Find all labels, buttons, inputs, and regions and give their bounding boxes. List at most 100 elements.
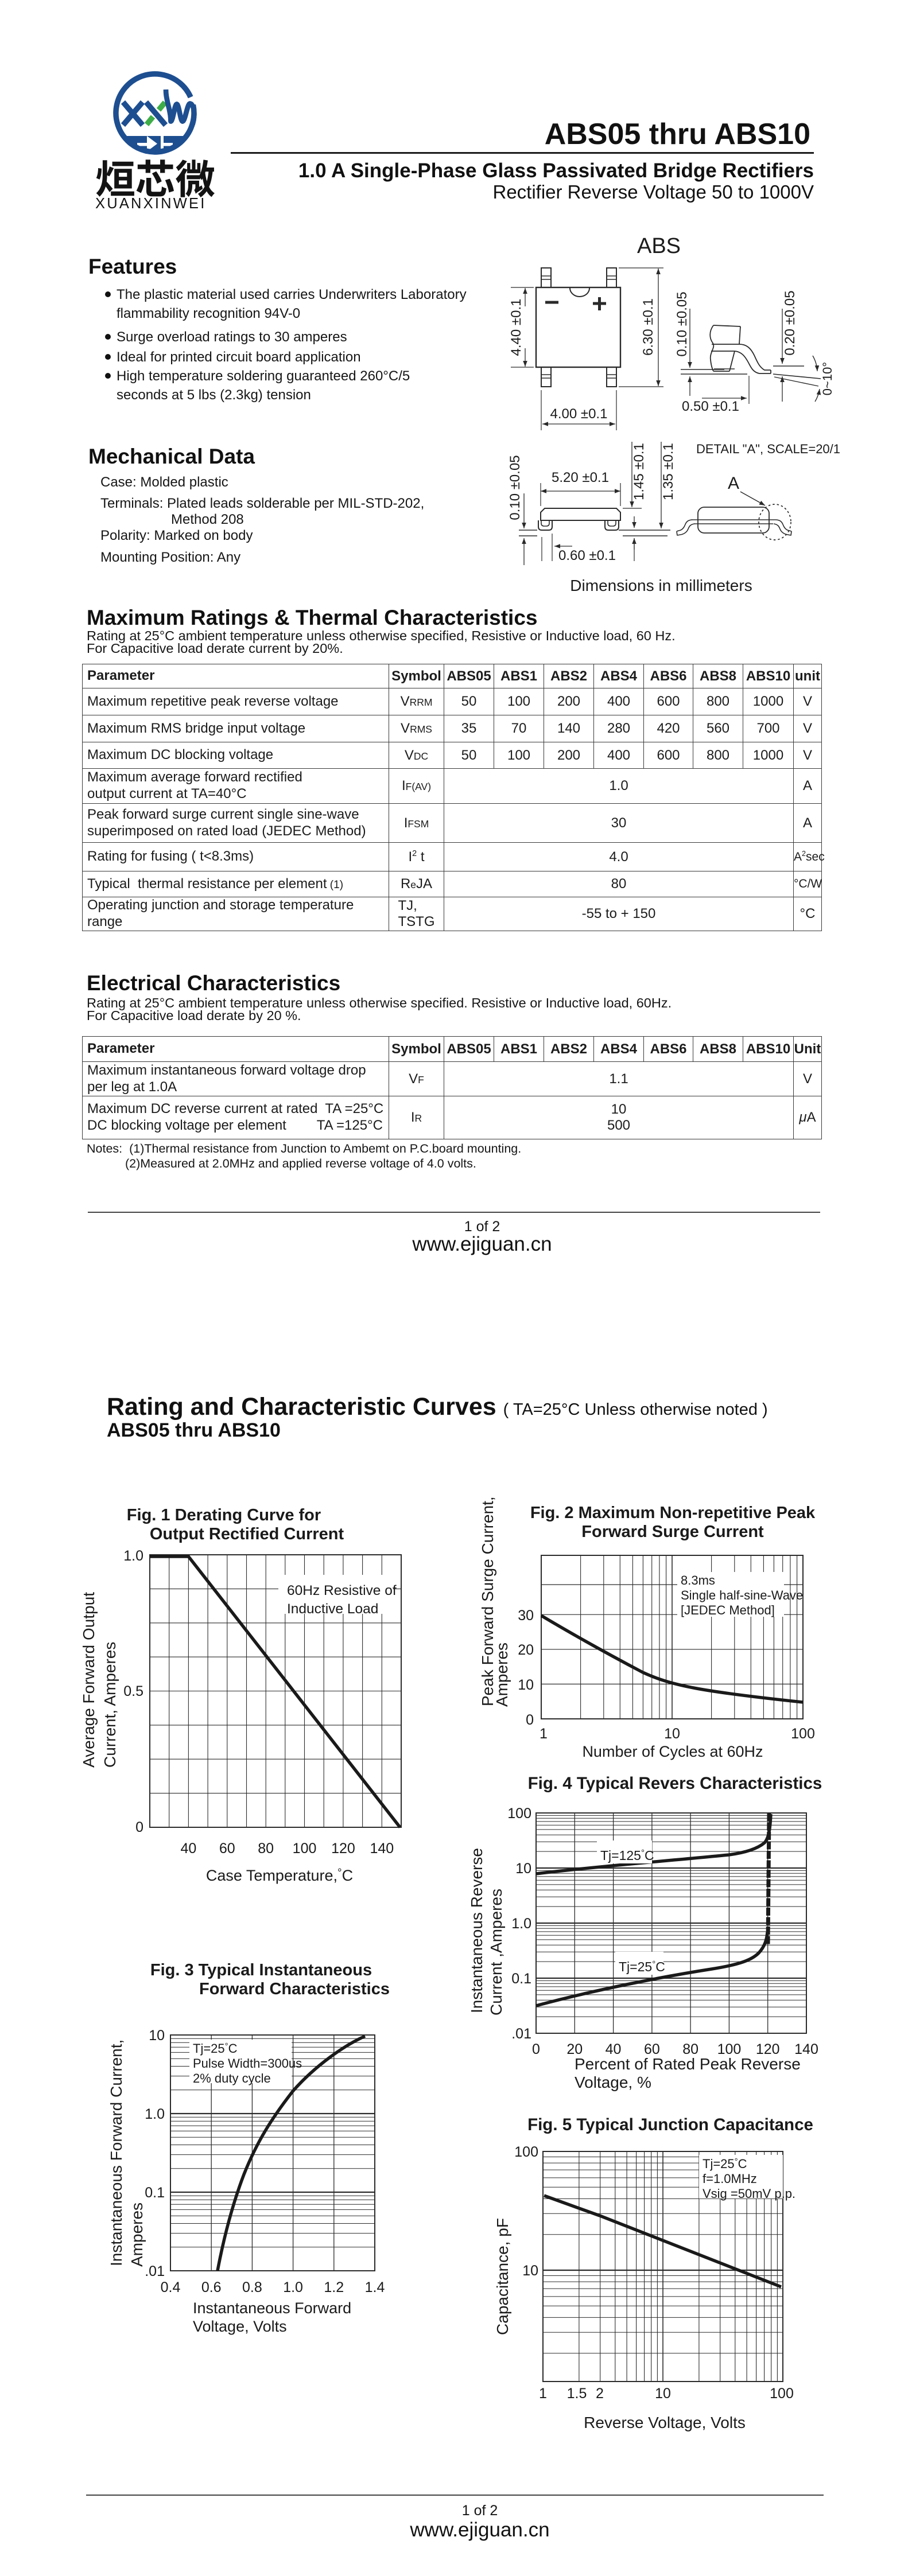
svg-text:0.5: 0.5: [123, 1683, 143, 1699]
svg-text:60Hz Resistive of: 60Hz Resistive of: [287, 1583, 397, 1598]
svg-text:Peak Forward Surge Current,: Peak Forward Surge Current,: [479, 1496, 496, 1706]
svg-text:2: 2: [596, 2386, 604, 2402]
svg-text:100: 100: [514, 2144, 538, 2160]
svg-text:A: A: [728, 474, 739, 493]
svg-text:Voltage, Volts: Voltage, Volts: [193, 2318, 287, 2335]
svg-text:0.50 ±0.1: 0.50 ±0.1: [682, 399, 739, 414]
svg-text:10: 10: [664, 1726, 680, 1742]
svg-text:40: 40: [180, 1840, 196, 1857]
svg-text:1.35 ±0.1: 1.35 ±0.1: [661, 443, 676, 500]
svg-text:10: 10: [655, 2386, 671, 2402]
svg-text:Number of Cycles at 60Hz: Number of Cycles at 60Hz: [582, 1743, 763, 1760]
svg-text:Case Temperature,°C: Case Temperature,°C: [206, 1867, 353, 1884]
svg-text:8.3ms: 8.3ms: [681, 1573, 715, 1587]
svg-text:0.10 ±0.05: 0.10 ±0.05: [674, 291, 690, 356]
svg-text:Dimensions in millimeters: Dimensions in millimeters: [570, 577, 752, 594]
svg-text:Instantaneous Reverse: Instantaneous Reverse: [468, 1848, 486, 2013]
svg-text:10: 10: [149, 2028, 165, 2044]
svg-text:Amperes: Amperes: [128, 2203, 146, 2267]
svg-text:Fig. 4 Typical Revers Characte: Fig. 4 Typical Revers Characteristics: [528, 1774, 822, 1793]
svg-text:40: 40: [606, 2041, 622, 2057]
svg-text:100: 100: [717, 2041, 742, 2057]
svg-text:6.30 ±0.1: 6.30 ±0.1: [641, 298, 656, 356]
svg-text:1.0: 1.0: [511, 1916, 531, 1932]
svg-text:5.20 ±0.1: 5.20 ±0.1: [552, 470, 609, 485]
svg-text:XUANXINWEI: XUANXINWEI: [95, 196, 207, 212]
svg-text:ABS: ABS: [637, 234, 681, 258]
svg-text:0: 0: [526, 1712, 534, 1728]
svg-text:Fig. 2 Maximum Non-repetitive: Fig. 2 Maximum Non-repetitive Peak: [530, 1504, 816, 1522]
svg-text:0: 0: [135, 1819, 143, 1835]
svg-text:1: 1: [540, 1726, 548, 1742]
svg-text:100: 100: [293, 1840, 317, 1857]
svg-text:60: 60: [644, 2041, 660, 2057]
svg-text:Current ,Amperes: Current ,Amperes: [487, 1889, 505, 2015]
svg-text:Percent of Rated Peak Reverse: Percent of Rated Peak Reverse: [575, 2055, 801, 2073]
svg-text:120: 120: [756, 2041, 780, 2057]
svg-text:Output Rectified Current: Output Rectified Current: [150, 1525, 344, 1543]
svg-text:.01: .01: [145, 2263, 165, 2279]
svg-text:4.40 ±0.1: 4.40 ±0.1: [509, 299, 524, 356]
svg-text:Vsig =50mV p.p.: Vsig =50mV p.p.: [703, 2186, 795, 2201]
svg-text:0.20 ±0.05: 0.20 ±0.05: [782, 290, 798, 355]
svg-text:20: 20: [566, 2041, 583, 2057]
svg-text:120: 120: [331, 1840, 355, 1857]
svg-text:Tj=25°C: Tj=25°C: [193, 2041, 238, 2056]
svg-text:1.4: 1.4: [365, 2279, 385, 2295]
svg-text:0.60 ±0.1: 0.60 ±0.1: [558, 548, 616, 563]
svg-text:Tj=25°C: Tj=25°C: [619, 1959, 665, 1974]
svg-text:100: 100: [791, 1726, 815, 1742]
svg-text:10: 10: [518, 1677, 534, 1693]
svg-text:Tj=125°C: Tj=125°C: [600, 1848, 654, 1863]
svg-text:Fig. 5 Typical Junction Capaci: Fig. 5 Typical Junction Capacitance: [527, 2115, 813, 2134]
svg-text:0.4: 0.4: [161, 2279, 181, 2295]
svg-text:0.1: 0.1: [511, 1971, 531, 1987]
svg-text:10: 10: [522, 2263, 538, 2279]
svg-text:80: 80: [258, 1840, 274, 1857]
svg-text:Tj=25°C: Tj=25°C: [703, 2157, 747, 2171]
svg-text:140: 140: [370, 1840, 394, 1857]
svg-text:f=1.0MHz: f=1.0MHz: [703, 2172, 757, 2186]
svg-text:100: 100: [770, 2386, 794, 2402]
svg-text:1.0: 1.0: [283, 2279, 303, 2295]
svg-text:Voltage, %: Voltage, %: [575, 2073, 651, 2091]
svg-text:0.10 ±0.05: 0.10 ±0.05: [507, 455, 523, 520]
svg-text:2% duty cycle: 2% duty cycle: [193, 2071, 271, 2085]
svg-text:DETAIL "A", SCALE=20/1: DETAIL "A", SCALE=20/1: [696, 442, 840, 456]
svg-text:140: 140: [794, 2041, 818, 2057]
svg-text:0: 0: [532, 2041, 540, 2057]
svg-text:100: 100: [507, 1805, 531, 1822]
svg-text:Average Forward Output: Average Forward Output: [80, 1592, 98, 1768]
svg-text:.01: .01: [511, 2026, 531, 2042]
svg-text:Pulse Width=300us: Pulse Width=300us: [193, 2056, 302, 2071]
svg-text:1.45 ±0.1: 1.45 ±0.1: [631, 443, 647, 500]
svg-text:1.0: 1.0: [145, 2106, 165, 2122]
svg-text:Inductive Load: Inductive Load: [287, 1601, 378, 1617]
svg-text:Capacitance, pF: Capacitance, pF: [494, 2218, 511, 2335]
svg-text:4.00 ±0.1: 4.00 ±0.1: [550, 406, 608, 422]
svg-text:Forward Surge Current: Forward Surge Current: [581, 1523, 764, 1541]
svg-text:10: 10: [515, 1861, 531, 1877]
svg-text:Single half-sine-Wave: Single half-sine-Wave: [681, 1588, 803, 1602]
svg-text:0.8: 0.8: [242, 2279, 262, 2295]
svg-text:80: 80: [682, 2041, 698, 2057]
svg-text:0.6: 0.6: [201, 2279, 222, 2295]
svg-text:Instantaneous Forward Current,: Instantaneous Forward Current,: [107, 2040, 125, 2266]
svg-text:1.2: 1.2: [324, 2279, 344, 2295]
svg-text:[JEDEC Method]: [JEDEC Method]: [681, 1603, 775, 1617]
svg-text:1.5: 1.5: [567, 2386, 587, 2402]
svg-text:1.0: 1.0: [123, 1548, 143, 1564]
svg-text:0.1: 0.1: [145, 2185, 165, 2201]
svg-text:Forward Characteristics: Forward Characteristics: [199, 1980, 390, 1998]
svg-text:Amperes: Amperes: [493, 1643, 511, 1707]
svg-text:30: 30: [518, 1608, 534, 1624]
svg-text:Current, Amperes: Current, Amperes: [101, 1642, 119, 1768]
svg-text:60: 60: [219, 1840, 235, 1857]
svg-text:Fig. 1 Derating Curve for: Fig. 1 Derating Curve for: [127, 1506, 321, 1524]
svg-text:Fig. 3 Typical Instantaneous: Fig. 3 Typical Instantaneous: [150, 1961, 372, 1979]
svg-text:1: 1: [539, 2386, 547, 2402]
svg-text:0~10°: 0~10°: [820, 362, 835, 395]
svg-text:Instantaneous Forward: Instantaneous Forward: [193, 2299, 351, 2317]
svg-text:20: 20: [518, 1642, 534, 1658]
svg-text:Reverse Voltage, Volts: Reverse Voltage, Volts: [584, 2414, 746, 2431]
